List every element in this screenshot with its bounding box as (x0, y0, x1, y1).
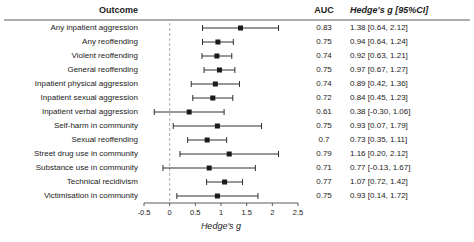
x-tick (298, 203, 299, 206)
category-label: Any reoffending (82, 37, 138, 46)
separator (4, 20, 470, 21)
point-estimate (210, 96, 215, 101)
x-tick (195, 203, 196, 206)
data-label: 0.89 [0.42, 1.36] (350, 79, 408, 88)
data-label: 0.38 [-0.30, 1.06] (350, 107, 411, 116)
point-estimate (213, 82, 218, 87)
x-tick (144, 203, 145, 206)
ci-bar (180, 151, 279, 157)
data-label: 0.93 [0.14, 1.72] (350, 191, 408, 200)
category-label: General reoffending (67, 65, 138, 74)
x-tick-label: 2 (270, 208, 274, 217)
ci-bar (193, 95, 233, 101)
auc-label: 0.77 (316, 177, 332, 186)
x-tick-label: -0.5 (138, 208, 151, 217)
ci-bar (203, 39, 234, 45)
point-estimate (187, 110, 192, 115)
auc-label: 0.75 (316, 37, 332, 46)
point-estimate (207, 166, 212, 171)
auc-label: 0.79 (316, 149, 332, 158)
ci-bar (204, 67, 235, 73)
data-label: 1.07 [0.72, 1.42] (350, 177, 408, 186)
category-label: Street drug use in community (34, 149, 138, 158)
category-label: Inpatient physical aggression (35, 79, 138, 88)
data-label: 0.73 [0.35, 1.11] (350, 135, 407, 144)
ci-bar (191, 81, 239, 87)
x-tick (169, 203, 170, 206)
auc-label: 0.61 (316, 107, 332, 116)
point-estimate (217, 68, 222, 73)
auc-label: 0.83 (316, 23, 332, 32)
marks (154, 25, 278, 199)
point-estimate (238, 26, 243, 31)
ci-bar (207, 179, 243, 185)
ci-bar (173, 123, 261, 129)
point-estimate (227, 152, 232, 157)
x-tick-label: 2.5 (293, 208, 303, 217)
category-label: Any inpatient aggression (50, 23, 138, 32)
header: Hedge's g [95%CI] (350, 5, 429, 15)
point-estimate (215, 194, 220, 199)
point-estimate (214, 54, 219, 59)
x-tick (272, 203, 273, 206)
ci-bar (163, 165, 255, 171)
category-label: Victimisation in community (44, 191, 138, 200)
header: AUC (314, 5, 334, 15)
x-tick-label: 1.5 (241, 208, 251, 217)
ci-bar (203, 25, 279, 31)
x-tick-label: 1 (219, 208, 223, 217)
point-estimate (205, 138, 210, 143)
auc-label: 0.75 (316, 121, 332, 130)
auc-label: 0.71 (316, 163, 332, 172)
x-axis-label: Hedge's g (201, 221, 241, 231)
x-tick (221, 203, 222, 206)
category-label: Inpatient sexual aggression (41, 93, 138, 102)
category-label: Technical recidivism (67, 177, 138, 186)
category-label: Sexual reoffending (71, 135, 138, 144)
point-estimate (215, 124, 220, 129)
auc-label: 0.75 (316, 65, 332, 74)
ci-bar (202, 53, 232, 59)
ci-bar (177, 193, 258, 199)
x-tick-label: 0 (168, 208, 172, 217)
category-label: Substance use in community (36, 163, 138, 172)
x-tick (246, 203, 247, 206)
data-label: 0.92 [0.63, 1.21] (350, 51, 408, 60)
category-label: Inpatient verbal aggression (42, 107, 138, 116)
chart: Outcome AUC Hedge's g [95%CI] Any inpatient… (0, 0, 474, 242)
data-label: 0.77 [-0.13, 1.67] (350, 163, 411, 172)
data-label: 0.84 [0.45, 1.23] (350, 93, 408, 102)
reference-line (169, 23, 170, 203)
auc-label: 0.74 (316, 51, 332, 60)
category-label: Self-harm in community (54, 121, 138, 130)
ci-bar (188, 137, 227, 143)
x-tick-label: 0.5 (190, 208, 200, 217)
point-estimate (222, 180, 227, 185)
data-label: 1.16 [0.20, 2.12] (350, 149, 408, 158)
auc-label: 0.75 (316, 191, 332, 200)
data-label: 1.38 [0.64, 2.12] (350, 23, 408, 32)
data-label: 0.94 [0.64, 1.24] (350, 37, 408, 46)
auc-label: 0.72 (316, 93, 332, 102)
data-label: 0.97 [0.67, 1.27] (350, 65, 408, 74)
auc-label: 0.74 (316, 79, 332, 88)
ci-bar (154, 109, 224, 115)
point-estimate (215, 40, 220, 45)
header: Outcome (99, 5, 138, 15)
category-label: Violent reoffending (72, 51, 138, 60)
auc-label: 0.7 (318, 135, 330, 144)
data-label: 0.93 [0.07, 1.79] (350, 121, 408, 130)
